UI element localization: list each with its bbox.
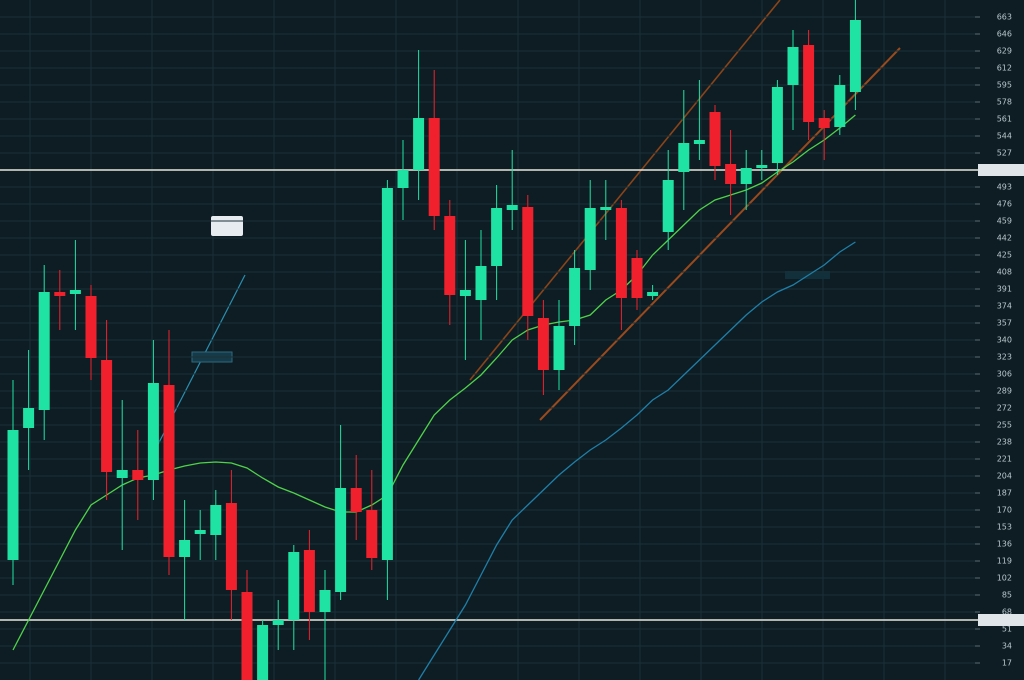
candle-body [647, 292, 659, 296]
y-tick-label: 476 [997, 200, 1012, 209]
y-tick-label: 119 [997, 557, 1012, 566]
y-tick-label: 187 [997, 489, 1012, 498]
candle-body [803, 45, 815, 122]
candle-body [179, 540, 191, 557]
candle-body [537, 318, 549, 370]
candle-body [335, 488, 347, 592]
candle-body [569, 268, 581, 326]
candle-body [740, 168, 752, 184]
candle-body [709, 112, 721, 166]
candle-body [413, 118, 425, 170]
price-level-tag [978, 164, 1024, 176]
candle-body [397, 170, 409, 188]
y-tick-label: 255 [997, 421, 1012, 430]
candle-body [69, 290, 81, 294]
y-tick-label: 136 [997, 540, 1012, 549]
candle-body [615, 208, 627, 298]
y-tick-label: 68 [1002, 608, 1012, 617]
candle-body [584, 208, 596, 270]
candle-body [491, 208, 503, 266]
marker-badge [211, 216, 243, 236]
y-tick-label: 17 [1002, 659, 1012, 668]
candle-body [444, 216, 456, 295]
candle-body [116, 470, 128, 478]
y-tick-label: 408 [997, 268, 1012, 277]
y-tick-label: 612 [997, 64, 1012, 73]
candle-body [506, 205, 518, 210]
candle-body [522, 207, 534, 316]
candle-body [85, 296, 97, 358]
overlay-line [418, 241, 856, 680]
candle-body [787, 47, 799, 85]
candle-body [693, 140, 705, 144]
candle-body [725, 164, 737, 184]
candle-body [101, 360, 113, 472]
candle-body [849, 20, 861, 92]
candle-body [288, 552, 300, 620]
y-tick-label: 459 [997, 217, 1012, 226]
y-tick-label: 391 [997, 285, 1012, 294]
y-tick-label: 272 [997, 404, 1012, 413]
y-tick-label: 51 [1002, 625, 1012, 634]
candle-body [303, 550, 315, 612]
candle-body [756, 165, 768, 168]
y-tick-label: 85 [1002, 591, 1012, 600]
y-tick-label: 204 [997, 472, 1012, 481]
candle-body [38, 292, 50, 410]
y-tick-label: 357 [997, 319, 1012, 328]
y-tick-label: 34 [1002, 642, 1012, 651]
candle-body [459, 290, 471, 296]
candle-body [23, 408, 35, 428]
candle-body [771, 87, 783, 163]
y-tick-label: 170 [997, 506, 1012, 515]
candle-body [475, 266, 487, 300]
y-tick-label: 289 [997, 387, 1012, 396]
candle-body [678, 143, 690, 172]
y-tick-label: 102 [997, 574, 1012, 583]
candle-body [381, 188, 393, 560]
candle-body [210, 505, 222, 535]
y-tick-label: 663 [997, 13, 1012, 22]
candle-body [163, 385, 175, 557]
candle-body [54, 292, 66, 296]
candle-body [225, 503, 237, 590]
candle-body [662, 180, 674, 232]
y-tick-label: 595 [997, 81, 1012, 90]
candle-body [350, 488, 362, 512]
candle-body [319, 590, 331, 612]
candle-body [7, 430, 19, 560]
y-tick-label: 153 [997, 523, 1012, 532]
y-tick-label: 442 [997, 234, 1012, 243]
y-tick-label: 323 [997, 353, 1012, 362]
candle-body [272, 620, 284, 625]
y-tick-label: 238 [997, 438, 1012, 447]
y-tick-label: 221 [997, 455, 1012, 464]
candle-body [257, 625, 269, 680]
candle-body [818, 118, 830, 128]
y-tick-label: 544 [997, 132, 1012, 141]
candle-body [631, 258, 643, 298]
y-tick-label: 629 [997, 47, 1012, 56]
candle-body [600, 207, 612, 210]
y-tick-label: 306 [997, 370, 1012, 379]
y-tick-label: 527 [997, 149, 1012, 158]
candle-body [366, 510, 378, 558]
y-tick-label: 578 [997, 98, 1012, 107]
y-tick-label: 374 [997, 302, 1012, 311]
candle-body [147, 383, 159, 480]
channel-upper [469, 0, 781, 381]
candle-body [132, 470, 144, 480]
candle-body [553, 326, 565, 370]
y-tick-label: 493 [997, 183, 1012, 192]
candle-body [241, 592, 253, 680]
y-tick-label: 646 [997, 30, 1012, 39]
y-tick-label: 561 [997, 115, 1012, 124]
y-tick-label: 425 [997, 251, 1012, 260]
candle-body [834, 85, 846, 127]
price-level-tag [978, 614, 1024, 626]
y-tick-label: 340 [997, 336, 1012, 345]
candle-body [194, 530, 206, 534]
candle-body [428, 118, 440, 216]
